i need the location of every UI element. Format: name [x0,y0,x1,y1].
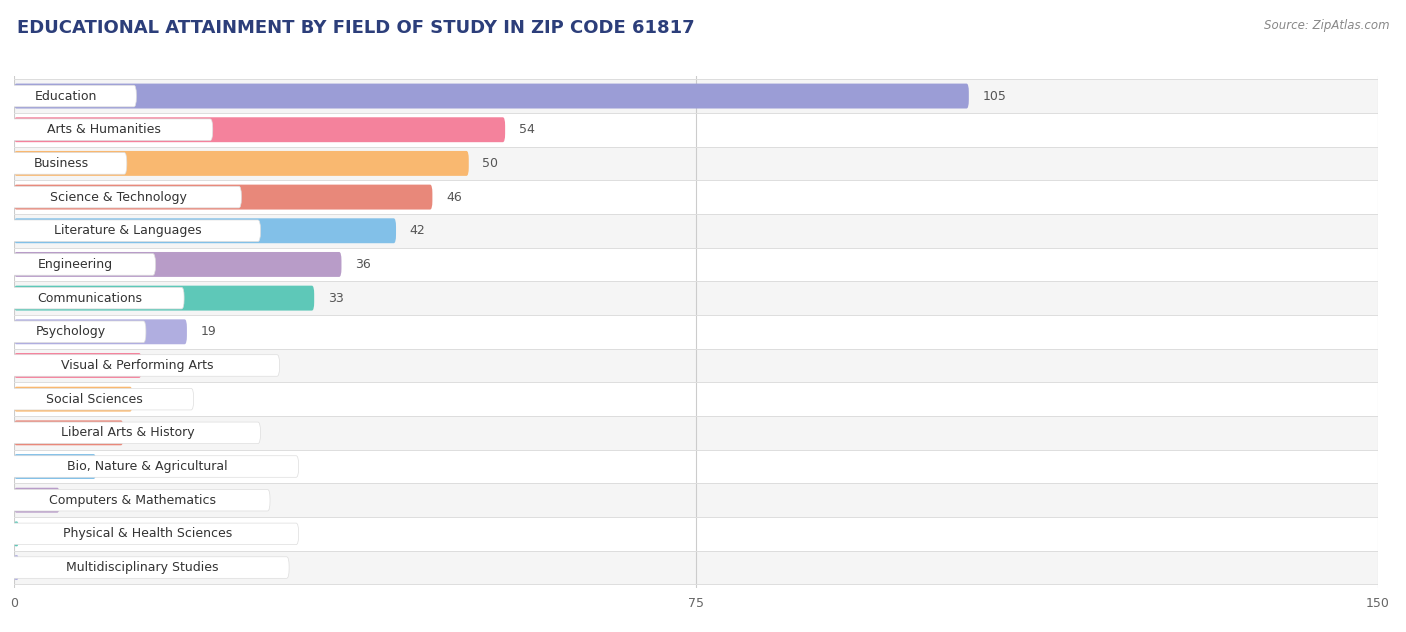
FancyBboxPatch shape [0,119,212,140]
Text: EDUCATIONAL ATTAINMENT BY FIELD OF STUDY IN ZIP CODE 61817: EDUCATIONAL ATTAINMENT BY FIELD OF STUDY… [17,19,695,37]
FancyBboxPatch shape [14,521,18,546]
FancyBboxPatch shape [0,557,290,578]
FancyBboxPatch shape [14,517,1378,550]
Text: Visual & Performing Arts: Visual & Performing Arts [62,359,214,372]
Text: Physical & Health Sciences: Physical & Health Sciences [63,527,232,540]
Text: Engineering: Engineering [38,258,114,271]
FancyBboxPatch shape [14,550,1378,585]
Text: Literature & Languages: Literature & Languages [55,224,202,237]
FancyBboxPatch shape [14,555,18,580]
FancyBboxPatch shape [0,389,194,410]
Text: 33: 33 [328,291,343,305]
FancyBboxPatch shape [14,248,1378,281]
FancyBboxPatch shape [14,214,1378,248]
Text: Source: ZipAtlas.com: Source: ZipAtlas.com [1264,19,1389,32]
FancyBboxPatch shape [0,422,260,444]
Text: Social Sciences: Social Sciences [46,392,143,406]
Text: Arts & Humanities: Arts & Humanities [48,123,162,137]
Text: Communications: Communications [38,291,142,305]
Text: 54: 54 [519,123,534,137]
FancyBboxPatch shape [14,218,396,243]
FancyBboxPatch shape [14,147,1378,180]
FancyBboxPatch shape [0,355,280,376]
FancyBboxPatch shape [14,387,132,411]
Text: Business: Business [34,157,89,170]
FancyBboxPatch shape [0,321,146,343]
FancyBboxPatch shape [14,420,124,446]
Text: 9: 9 [110,460,118,473]
Text: 46: 46 [446,191,461,204]
Text: Education: Education [35,90,97,102]
Text: 105: 105 [983,90,1007,102]
Text: 50: 50 [482,157,498,170]
Text: 13: 13 [146,392,162,406]
FancyBboxPatch shape [14,349,1378,382]
FancyBboxPatch shape [14,252,342,277]
FancyBboxPatch shape [0,220,260,241]
Text: 42: 42 [409,224,426,237]
FancyBboxPatch shape [0,153,127,174]
FancyBboxPatch shape [14,353,142,378]
FancyBboxPatch shape [14,315,1378,349]
FancyBboxPatch shape [14,286,314,310]
Text: 12: 12 [136,427,153,439]
FancyBboxPatch shape [14,483,1378,517]
Text: Multidisciplinary Studies: Multidisciplinary Studies [66,561,219,574]
Text: Psychology: Psychology [35,325,105,338]
FancyBboxPatch shape [14,113,1378,147]
FancyBboxPatch shape [14,416,1378,450]
FancyBboxPatch shape [14,83,969,109]
Text: 0: 0 [32,561,41,574]
Text: 36: 36 [354,258,371,271]
FancyBboxPatch shape [0,288,184,309]
FancyBboxPatch shape [14,281,1378,315]
Text: 5: 5 [73,494,82,507]
Text: Bio, Nature & Agricultural: Bio, Nature & Agricultural [67,460,228,473]
Text: Liberal Arts & History: Liberal Arts & History [62,427,195,439]
FancyBboxPatch shape [14,185,433,210]
FancyBboxPatch shape [14,450,1378,483]
FancyBboxPatch shape [14,382,1378,416]
FancyBboxPatch shape [14,319,187,344]
FancyBboxPatch shape [0,253,156,275]
FancyBboxPatch shape [14,180,1378,214]
Text: 0: 0 [32,527,41,540]
Text: Computers & Mathematics: Computers & Mathematics [49,494,217,507]
Text: 14: 14 [155,359,170,372]
FancyBboxPatch shape [0,523,298,545]
FancyBboxPatch shape [14,488,59,513]
FancyBboxPatch shape [14,79,1378,113]
FancyBboxPatch shape [0,186,242,208]
FancyBboxPatch shape [0,456,298,477]
Text: Science & Technology: Science & Technology [51,191,187,204]
Text: 19: 19 [201,325,217,338]
FancyBboxPatch shape [14,118,505,142]
FancyBboxPatch shape [0,489,270,511]
FancyBboxPatch shape [14,151,468,176]
FancyBboxPatch shape [14,454,96,479]
FancyBboxPatch shape [0,85,136,107]
